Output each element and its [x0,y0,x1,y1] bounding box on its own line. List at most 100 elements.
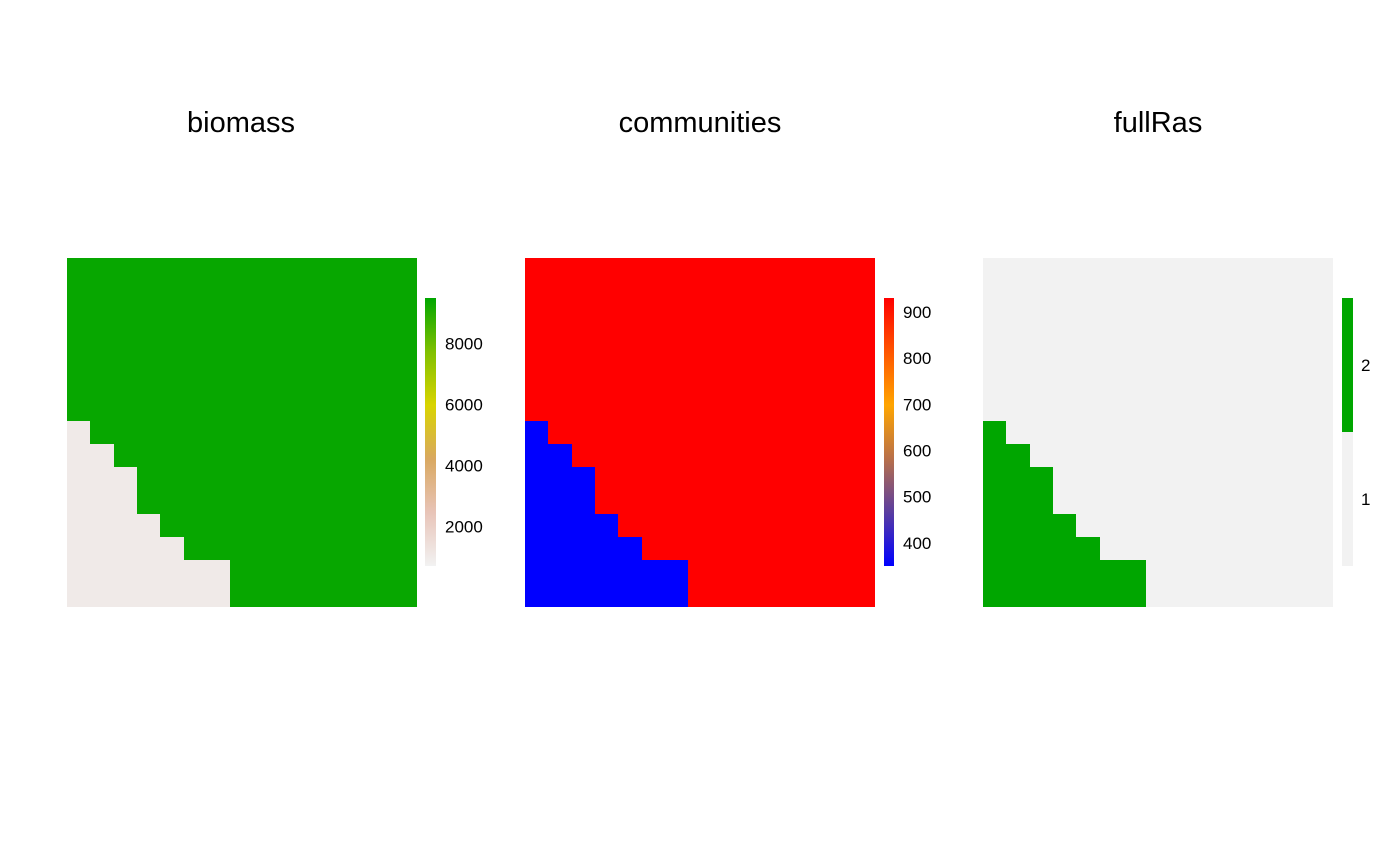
raster-cell [1286,351,1310,374]
raster-cell [642,351,665,374]
raster-cell [324,374,347,398]
heatmap-biomass [67,258,417,607]
raster-cell [735,444,758,467]
raster-cell [184,281,207,305]
raster-cell [688,328,712,351]
raster-cell [595,305,618,328]
raster-cell [642,560,665,584]
raster-cell [758,514,782,537]
raster-cell [160,305,184,328]
raster-cell [1146,514,1170,537]
colorbar-tick-label: 600 [903,441,931,460]
raster-cell [572,444,595,467]
raster-cell [548,537,572,560]
raster-cell [758,444,782,467]
raster-cell [67,584,90,607]
raster-cell [642,584,665,607]
raster-cell [184,421,207,444]
raster-cell [595,537,618,560]
raster-cell [758,374,782,398]
raster-cell [572,374,595,398]
raster-cell [230,398,254,421]
raster-cell [137,374,160,398]
raster-cell [1240,258,1263,281]
raster-cell [525,398,548,421]
raster-cell [1286,584,1310,607]
raster-cell [1123,560,1146,584]
raster-cell [67,374,90,398]
raster-cell [782,281,805,305]
raster-cell [114,467,137,491]
raster-cell [1076,421,1100,444]
raster-cell [90,374,114,398]
raster-cell [525,537,548,560]
raster-cell [230,374,254,398]
raster-cell [758,305,782,328]
raster-cell [1310,421,1333,444]
raster-cell [548,467,572,491]
raster-cell [525,467,548,491]
raster-cell [370,560,394,584]
raster-cell [1286,421,1310,444]
raster-cell [852,258,875,281]
heatmap-communities [525,258,875,607]
raster-cell [618,328,642,351]
raster-cell [1216,351,1240,374]
raster-cell [642,467,665,491]
raster-cell [347,537,370,560]
raster-cell [394,305,417,328]
raster-cell [983,444,1006,467]
raster-cell [712,328,735,351]
raster-cell [595,444,618,467]
raster-cell [1263,374,1286,398]
raster-cell [1146,491,1170,514]
raster-cell [758,491,782,514]
raster-cell [735,514,758,537]
raster-cell [572,560,595,584]
raster-cell [184,258,207,281]
raster-cell [852,421,875,444]
raster-cell [1100,258,1123,281]
raster-cell [1170,305,1193,328]
raster-cell [160,584,184,607]
raster-cell [572,537,595,560]
raster-cell [782,305,805,328]
raster-cell [665,491,688,514]
raster-cell [828,491,852,514]
raster-cell [114,281,137,305]
raster-cell [548,491,572,514]
raster-cell [1076,281,1100,305]
raster-cell [1006,584,1030,607]
raster-cell [1286,258,1310,281]
raster-cell [1053,281,1076,305]
raster-cell [572,467,595,491]
raster-cell [735,328,758,351]
raster-cell [1030,514,1053,537]
raster-cell [983,398,1006,421]
raster-cell [324,281,347,305]
raster-cell [347,305,370,328]
raster-cell [525,351,548,374]
raster-cell [230,444,254,467]
raster-cell [1123,351,1146,374]
raster-cell [137,514,160,537]
raster-cell [572,584,595,607]
raster-cell [90,328,114,351]
raster-cell [184,444,207,467]
raster-cell [394,281,417,305]
raster-cell [1216,584,1240,607]
raster-cell [595,514,618,537]
raster-cell [782,467,805,491]
raster-cell [324,584,347,607]
raster-cell [67,305,90,328]
raster-cell [595,421,618,444]
raster-cell [370,374,394,398]
raster-cell [852,328,875,351]
raster-cell [688,514,712,537]
raster-cell [1100,514,1123,537]
raster-cell [828,584,852,607]
raster-cell [1240,584,1263,607]
raster-cell [688,467,712,491]
raster-cell [207,258,230,281]
raster-cell [828,258,852,281]
